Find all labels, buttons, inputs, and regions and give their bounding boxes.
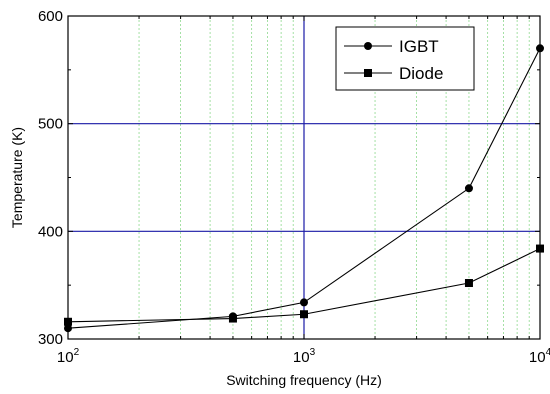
data-point-square <box>300 310 308 319</box>
x-tick-label: 103 <box>293 347 316 366</box>
data-point-square <box>464 279 473 288</box>
x-axis-title: Switching frequency (Hz) <box>226 372 382 388</box>
axis-ticks: 300 400 500 600 102 103 104 <box>38 8 550 366</box>
legend-box <box>335 26 475 91</box>
legend-item-diode: Diode <box>344 64 443 83</box>
x-tick-label: 104 <box>529 347 550 366</box>
y-tick-label: 300 <box>38 331 63 348</box>
data-point-circle <box>464 184 473 193</box>
y-axis-title: Temperature (K) <box>9 127 25 228</box>
legend-label: Diode <box>399 64 443 83</box>
y-tick-label: 600 <box>38 8 63 25</box>
data-point-square <box>228 314 237 323</box>
legend-label: IGBT <box>399 37 439 56</box>
data-point-circle <box>364 42 372 50</box>
y-tick-label: 500 <box>38 116 63 133</box>
x-tick-label: 102 <box>57 347 80 366</box>
y-tick-label: 400 <box>38 223 63 240</box>
legend-item-igbt: IGBT <box>344 37 439 56</box>
data-point-square <box>364 69 372 77</box>
legend: IGBT Diode <box>335 26 475 91</box>
data-point-circle <box>300 298 308 307</box>
